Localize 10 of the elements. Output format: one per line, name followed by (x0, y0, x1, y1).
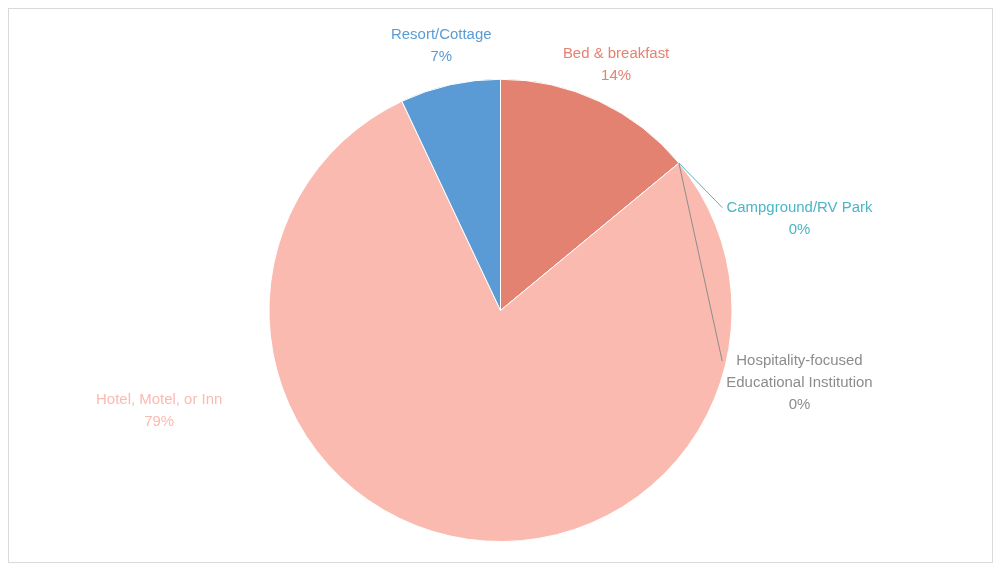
slice-label: Resort/Cottage (391, 25, 492, 43)
slice-label: Hotel, Motel, or Inn (96, 390, 223, 408)
text: 0% (788, 395, 811, 413)
category-label: Campground/RV Park (726, 197, 873, 215)
data-label: 7% (430, 47, 453, 64)
data-label: 14% (601, 66, 632, 84)
slice-label: Bed & breakfast (562, 44, 671, 62)
category-label: Hospitality-focused Educational Institution (726, 351, 873, 391)
data-label: 79% (144, 412, 175, 430)
text: 0% (788, 219, 811, 237)
